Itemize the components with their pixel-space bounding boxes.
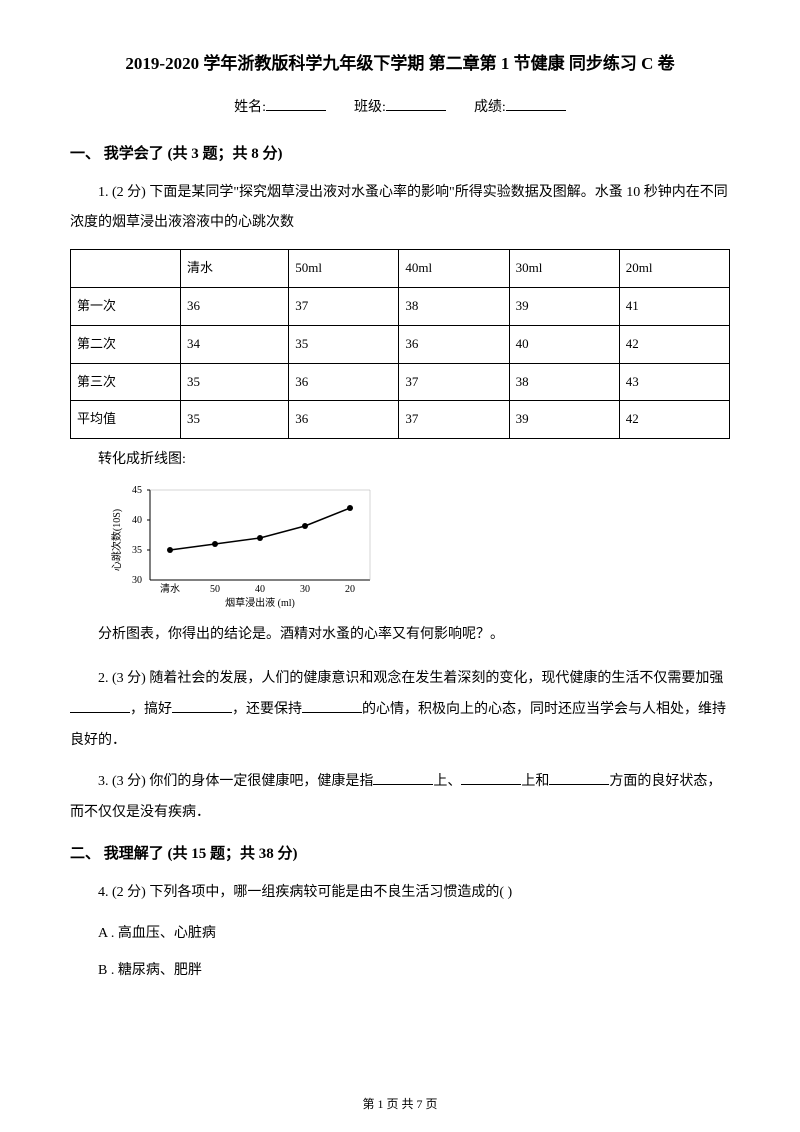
svg-text:烟草浸出液 (ml): 烟草浸出液 (ml) (225, 596, 295, 609)
cell: 40 (509, 325, 619, 363)
experiment-table: 清水 50ml 40ml 30ml 20ml 第一次 36 37 38 39 4… (70, 249, 730, 439)
q2-b: ，搞好 (130, 702, 172, 717)
cell: 34 (181, 325, 289, 363)
cell: 36 (289, 401, 399, 439)
q2: 2. (3 分) 随着社会的发展，人们的健康意识和观念在发生着深刻的变化，现代健… (70, 664, 730, 756)
cell: 平均值 (71, 401, 181, 439)
svg-text:50: 50 (210, 584, 220, 595)
blank[interactable] (172, 701, 232, 713)
q4-option-a: A . 高血压、心脏病 (70, 923, 730, 945)
q1-a-text-a: 分析图表，你得出的结论是 (98, 627, 266, 642)
cell: 36 (181, 287, 289, 325)
q3-c: 上和 (521, 774, 549, 789)
svg-text:30: 30 (132, 575, 142, 586)
blank[interactable] (302, 701, 362, 713)
table-row: 第三次 35 36 37 38 43 (71, 363, 730, 401)
q2-c: ，还要保持 (232, 702, 302, 717)
blank[interactable] (373, 773, 433, 785)
svg-text:40: 40 (132, 515, 142, 526)
cell: 35 (289, 325, 399, 363)
section-1-header: 一、 我学会了 (共 3 题；共 8 分) (70, 142, 730, 166)
chart-label: 转化成折线图: (70, 449, 730, 471)
table-row: 第二次 34 35 36 40 42 (71, 325, 730, 363)
score-blank[interactable] (506, 97, 566, 111)
blank[interactable] (549, 773, 609, 785)
cell: 42 (619, 325, 729, 363)
q2-a: 2. (3 分) 随着社会的发展，人们的健康意识和观念在发生着深刻的变化，现代健… (98, 671, 723, 686)
cell: 38 (509, 363, 619, 401)
cell: 37 (289, 287, 399, 325)
q3-b: 上、 (433, 774, 461, 789)
th-5: 20ml (619, 250, 729, 288)
cell: 第三次 (71, 363, 181, 401)
q4: 4. (2 分) 下列各项中，哪一组疾病较可能是由不良生活习惯造成的( ) (70, 878, 730, 909)
cell: 37 (399, 401, 509, 439)
cell: 43 (619, 363, 729, 401)
q1-a-text-c: 。 (490, 627, 504, 642)
cell: 35 (181, 401, 289, 439)
table-row: 第一次 36 37 38 39 41 (71, 287, 730, 325)
q4-option-b: B . 糖尿病、肥胖 (70, 960, 730, 982)
table-row: 平均值 35 36 37 39 42 (71, 401, 730, 439)
line-chart: 45 40 35 30 清水 50 40 30 20 心跳次数(10S) 烟草浸… (110, 480, 390, 610)
cell: 35 (181, 363, 289, 401)
score-label: 成绩: (474, 100, 506, 115)
cell: 42 (619, 401, 729, 439)
svg-text:40: 40 (255, 584, 265, 595)
svg-text:心跳次数(10S): 心跳次数(10S) (110, 508, 123, 570)
q1-intro: 1. (2 分) 下面是某同学"探究烟草浸出液对水蚤心率的影响"所得实验数据及图… (70, 178, 730, 240)
svg-text:35: 35 (132, 545, 142, 556)
cell: 36 (399, 325, 509, 363)
svg-text:30: 30 (300, 584, 310, 595)
name-label: 姓名: (234, 100, 266, 115)
blank[interactable] (70, 701, 130, 713)
q3-a: 3. (3 分) 你们的身体一定很健康吧，健康是指 (98, 774, 373, 789)
th-1: 清水 (181, 250, 289, 288)
svg-text:45: 45 (132, 485, 142, 496)
cell: 39 (509, 401, 619, 439)
th-0 (71, 250, 181, 288)
th-2: 50ml (289, 250, 399, 288)
svg-text:清水: 清水 (160, 582, 180, 595)
cell: 41 (619, 287, 729, 325)
name-blank[interactable] (266, 97, 326, 111)
table-header-row: 清水 50ml 40ml 30ml 20ml (71, 250, 730, 288)
blank[interactable] (461, 773, 521, 785)
class-blank[interactable] (386, 97, 446, 111)
th-4: 30ml (509, 250, 619, 288)
q1-a-text-b: 。酒精对水蚤的心率又有何影响呢？ (266, 627, 490, 642)
cell: 第二次 (71, 325, 181, 363)
th-3: 40ml (399, 250, 509, 288)
class-label: 班级: (354, 100, 386, 115)
cell: 36 (289, 363, 399, 401)
cell: 39 (509, 287, 619, 325)
page-title: 2019-2020 学年浙教版科学九年级下学期 第二章第 1 节健康 同步练习 … (70, 50, 730, 77)
cell: 第一次 (71, 287, 181, 325)
svg-text:20: 20 (345, 584, 355, 595)
cell: 37 (399, 363, 509, 401)
section-2-header: 二、 我理解了 (共 15 题；共 38 分) (70, 842, 730, 866)
page-footer: 第 1 页 共 7 页 (70, 1095, 730, 1114)
q3: 3. (3 分) 你们的身体一定很健康吧，健康是指上、上和方面的良好状态，而不仅… (70, 767, 730, 829)
cell: 38 (399, 287, 509, 325)
student-info-row: 姓名: 班级: 成绩: (70, 97, 730, 119)
q1-analysis: 分析图表，你得出的结论是。酒精对水蚤的心率又有何影响呢？。 (70, 620, 730, 651)
